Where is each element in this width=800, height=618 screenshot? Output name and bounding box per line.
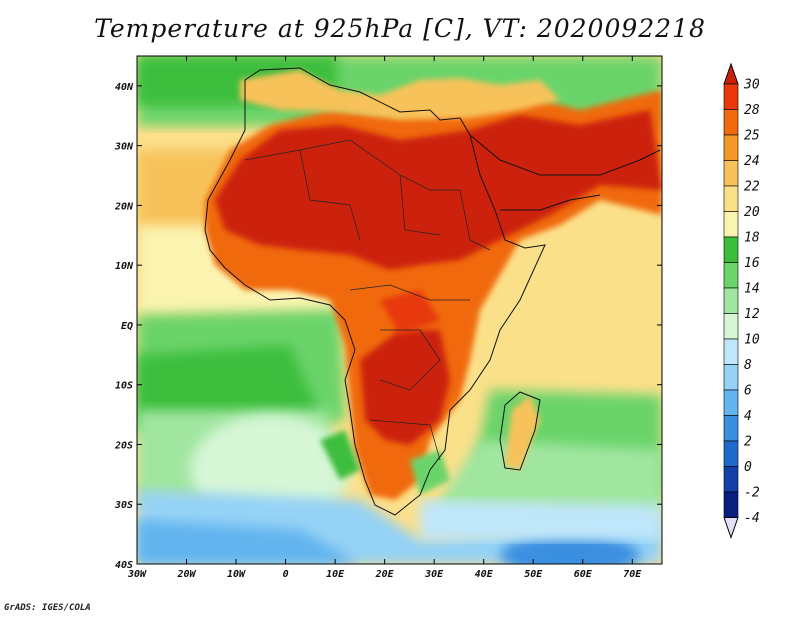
grads-credit: GrADS: IGES/COLA — [4, 603, 91, 613]
chart-title: Temperature at 925hPa [C], VT: 202009221… — [94, 14, 706, 43]
colorbar-label: 8 — [744, 358, 752, 373]
colorbar-swatch — [723, 440, 739, 467]
lat-tick-label: EQ — [121, 321, 133, 332]
colorbar-swatch — [723, 134, 739, 161]
colorbar-label: 20 — [744, 205, 760, 220]
colorbar-swatch — [723, 185, 739, 212]
colorbar-max-arrow — [723, 62, 739, 85]
lat-tick-label: 30S — [114, 500, 133, 511]
lon-tick-label: 50E — [524, 569, 543, 580]
colorbar-swatch — [723, 160, 739, 187]
lat-tick-label: 30N — [114, 142, 134, 153]
colorbar-label: 2 — [744, 435, 752, 450]
colorbar-swatch — [723, 364, 739, 391]
lat-tick-label: 20S — [114, 440, 133, 451]
lat-tick-label: 10S — [115, 381, 133, 392]
colorbar-swatch — [723, 287, 739, 314]
lon-tick-label: 20W — [176, 569, 196, 580]
colorbar-swatch — [723, 415, 739, 442]
colorbar-swatch — [723, 109, 739, 136]
lat-tick-label: 10N — [115, 261, 134, 272]
colorbar-swatch — [723, 83, 739, 110]
lon-tick-label: 20E — [375, 569, 395, 580]
colorbar-swatch — [723, 211, 739, 238]
lon-tick-label: 60E — [574, 569, 593, 580]
colorbar-min-arrow — [723, 517, 739, 540]
lon-tick-label: 30W — [127, 569, 147, 580]
colorbar-label: 14 — [744, 282, 760, 297]
colorbar-label: 25 — [744, 129, 760, 144]
lat-tick-label: 40N — [115, 82, 134, 93]
coastlines — [204, 67, 661, 516]
lon-tick-label: 10W — [227, 569, 246, 580]
colorbar-label: 4 — [744, 409, 752, 424]
lon-tick-label: 40E — [475, 569, 494, 580]
lon-tick-label: 30E — [424, 569, 444, 580]
country-borders — [244, 139, 491, 461]
colorbar-swatch — [723, 389, 739, 416]
colorbar-label: 6 — [744, 384, 752, 399]
lat-tick-label: 20N — [114, 201, 134, 212]
colorbar-label: -2 — [744, 486, 760, 501]
axis-ticks: 30W 20W 10W 0 10E 20E 30E 40E 50E 60E 70E 40N 30N 20N… — [114, 56, 662, 580]
colorbar-swatch — [723, 338, 739, 365]
colorbar-label: 10 — [744, 333, 760, 348]
colorbar-label: 12 — [744, 307, 760, 322]
colorbar-label: -4 — [744, 511, 760, 526]
colorbar-label: 16 — [744, 256, 760, 271]
lon-tick-label: 70E — [623, 569, 642, 580]
colorbar-label: 0 — [744, 460, 752, 475]
colorbar-label: 30 — [743, 78, 760, 93]
colorbar-label: 28 — [744, 103, 760, 118]
colorbar-swatch — [723, 466, 739, 493]
map-frame — [136, 55, 663, 565]
colorbar-label: 22 — [744, 180, 760, 195]
lon-tick-label: 10E — [326, 569, 345, 580]
colorbar-swatch — [723, 236, 739, 263]
colorbar-swatch — [723, 262, 739, 289]
lat-tick-label: 40S — [115, 560, 133, 571]
colorbar-swatch — [723, 491, 739, 518]
temperature-field — [137, 56, 662, 564]
colorbar-label: 24 — [744, 154, 760, 169]
colorbar-swatch — [723, 313, 739, 340]
colorbar-label: 18 — [744, 231, 760, 246]
lon-tick-label: 0 — [283, 569, 289, 580]
